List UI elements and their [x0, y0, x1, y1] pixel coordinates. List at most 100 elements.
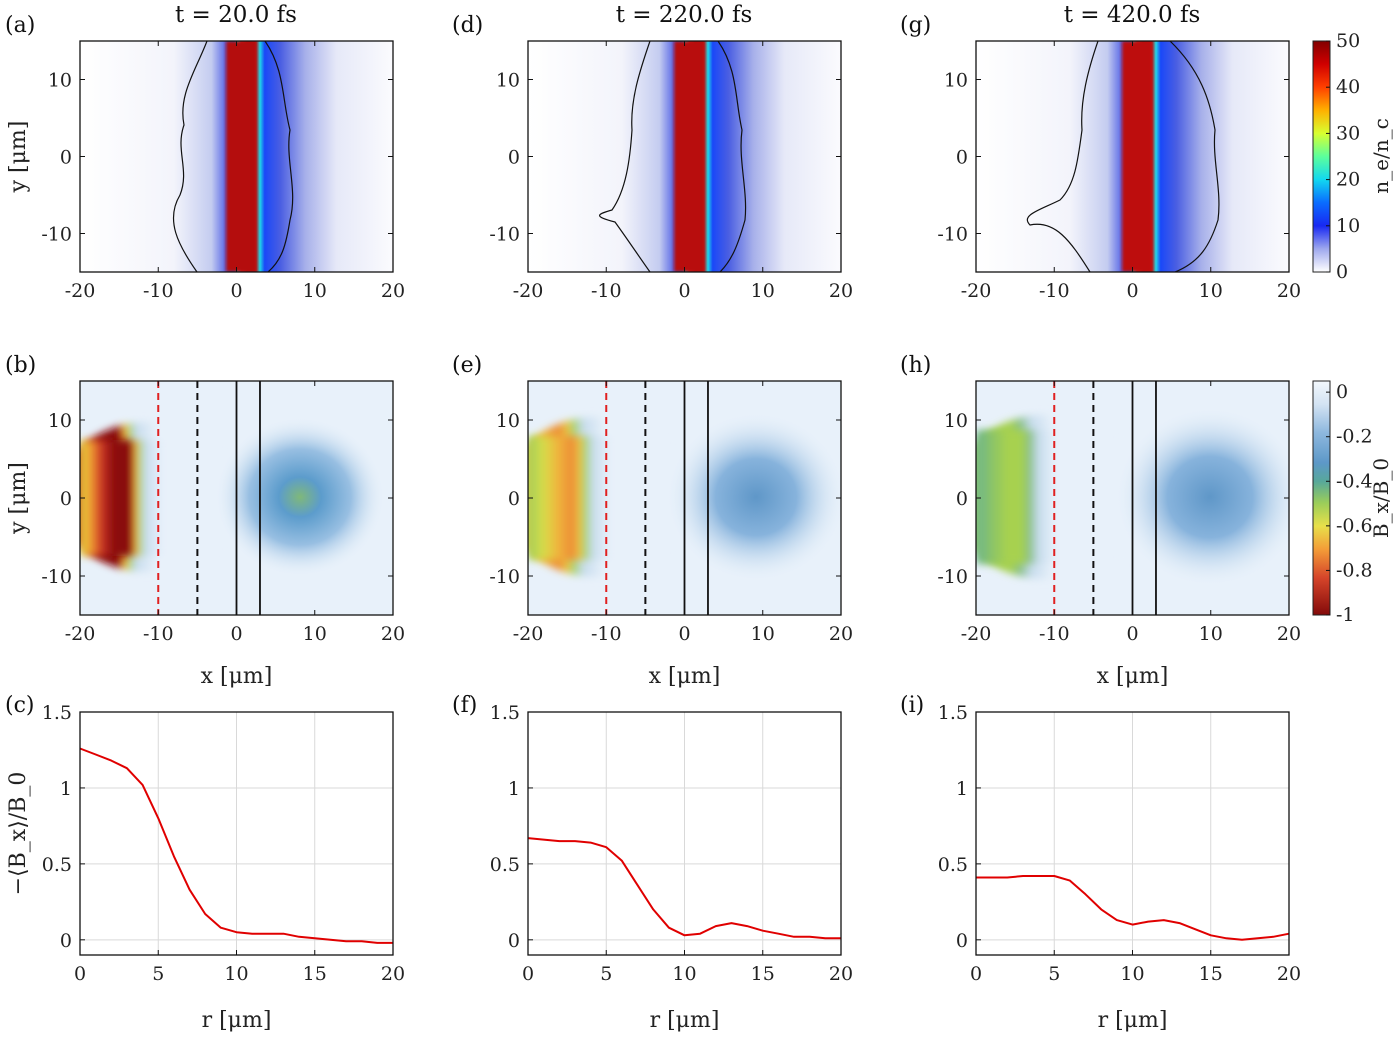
profile-series-line [976, 875, 1290, 941]
y-tick-label: 0 [956, 930, 968, 952]
panel-label-f: (f) [452, 693, 477, 718]
x-tick-label: 10 [751, 280, 775, 302]
density-panel-a [80, 41, 393, 272]
field-core-e [528, 436, 678, 560]
axes-g: -20 -10 0 10 20 10 0 -10 [937, 40, 1301, 302]
field-lobe-b [215, 417, 385, 577]
y-axis-label: −⟨B_x⟩/B_0 [6, 772, 31, 896]
y-tick-label: -10 [489, 566, 520, 588]
x-tick-label: -10 [143, 280, 174, 302]
density-core-a [226, 41, 256, 272]
x-tick-label: -20 [513, 623, 544, 645]
x-tick-label: 10 [303, 280, 327, 302]
x-tick-label: 10 [303, 623, 327, 645]
axes-e: -20 -10 0 10 20 10 0 -10 x [μm] [489, 380, 853, 689]
colorbar-tick-label: 50 [1336, 30, 1360, 52]
y-tick-label: 1 [60, 778, 72, 800]
x-tick-label: 15 [1199, 963, 1223, 985]
y-tick-label: 1.5 [42, 702, 72, 724]
x-tick-label: 20 [829, 963, 853, 985]
x-tick-label: -20 [513, 280, 544, 302]
x-tick-label: 20 [381, 280, 405, 302]
density-core-d [674, 41, 704, 272]
colorbar-tick-label: 0 [1336, 381, 1348, 403]
y-tick-label: -10 [937, 566, 968, 588]
x-tick-label: 5 [600, 963, 612, 985]
x-tick-label: 20 [1277, 280, 1301, 302]
density-contour-left-g [1026, 41, 1099, 272]
axes-a: -20 -10 0 10 20 10 0 -10 y [μm] [6, 40, 405, 302]
x-axis-label: x [μm] [1097, 664, 1169, 689]
y-axis-label: y [μm] [6, 121, 31, 194]
field-core-h [976, 430, 1121, 564]
y-tick-label: 10 [48, 410, 72, 432]
x-tick-label: 5 [1048, 963, 1060, 985]
x-axis-label: r [μm] [202, 1008, 272, 1033]
title-col-1: t = 20.0 fs [175, 2, 297, 28]
colorbar-tick-label: 30 [1336, 122, 1360, 144]
y-tick-label: 0 [956, 147, 968, 169]
x-tick-label: -20 [65, 623, 96, 645]
panel-label-d: (d) [452, 13, 483, 38]
x-tick-label: 20 [829, 280, 853, 302]
profile-series-line [79, 747, 393, 944]
y-tick-label: 0 [60, 488, 72, 510]
colorbar-tick-label: -0.4 [1336, 470, 1373, 492]
x-tick-label: 5 [152, 963, 164, 985]
x-tick-label: -10 [1039, 280, 1070, 302]
axes-b: -20 -10 0 10 20 10 0 -10 y [μm] x [μm] [6, 380, 405, 689]
x-tick-label: 10 [672, 963, 696, 985]
y-tick-label: 0.5 [938, 854, 968, 876]
x-tick-label: 10 [1199, 280, 1223, 302]
y-tick-label: 1.5 [490, 702, 520, 724]
colorbar-field-ticks: 0 -0.2 -0.4 -0.6 -0.8 -1 [1326, 381, 1373, 626]
x-tick-label: -20 [961, 280, 992, 302]
y-tick-label: -10 [41, 566, 72, 588]
x-tick-label: 0 [522, 963, 534, 985]
colorbar-density-ticks: 50 40 30 20 10 0 [1326, 30, 1360, 283]
field-lobe-e [666, 412, 841, 582]
colorbar-tick-label: 40 [1336, 76, 1360, 98]
title-col-3: t = 420.0 fs [1064, 2, 1201, 28]
y-tick-label: 1 [508, 778, 520, 800]
colorbar-field-label: B_x/B_0 [1369, 458, 1393, 538]
x-tick-label: 0 [230, 280, 242, 302]
density-panel-g [976, 41, 1289, 272]
y-tick-label: 10 [48, 70, 72, 92]
x-tick-label: 0 [1126, 623, 1138, 645]
x-tick-label: 10 [751, 623, 775, 645]
x-axis-label: r [μm] [1098, 1008, 1168, 1033]
x-axis-label: x [μm] [649, 664, 721, 689]
x-axis-label: x [μm] [201, 664, 273, 689]
y-tick-label: -10 [41, 224, 72, 246]
field-panel-e [528, 381, 841, 615]
colorbar-density: n_e/n_c 50 40 30 20 10 0 [1312, 30, 1393, 283]
density-contour-right-g [1169, 41, 1220, 272]
colorbar-tick-label: 0 [1336, 261, 1348, 283]
x-tick-label: 20 [381, 963, 405, 985]
x-tick-label: -10 [591, 623, 622, 645]
axes-h: -20 -10 0 10 20 10 0 -10 x [μm] [937, 380, 1301, 689]
y-tick-label: 10 [496, 410, 520, 432]
x-tick-label: 15 [303, 963, 327, 985]
density-contour-right-a [264, 41, 294, 272]
colorbar-tick-label: -0.2 [1336, 426, 1373, 448]
axes-d: -20 -10 0 10 20 10 0 -10 [489, 40, 853, 302]
x-tick-label: 0 [970, 963, 982, 985]
y-tick-label: 0.5 [490, 854, 520, 876]
colorbar-density-bar [1312, 40, 1331, 273]
axes-c: 0 5 10 15 20 0 0.5 1 1.5 −⟨B_x⟩/B_0r [μm] [6, 702, 405, 1033]
colorbar-tick-label: 10 [1336, 215, 1360, 237]
x-tick-label: 0 [1126, 280, 1138, 302]
panel-label-i: (i) [900, 693, 924, 718]
colorbar-density-label: n_e/n_c [1369, 118, 1393, 194]
title-col-2: t = 220.0 fs [616, 2, 753, 28]
y-tick-label: 0.5 [42, 854, 72, 876]
x-tick-label: 10 [1120, 963, 1144, 985]
y-tick-label: -10 [937, 224, 968, 246]
density-core-g [1122, 41, 1152, 272]
panel-label-b: (b) [5, 353, 36, 378]
y-tick-label: 10 [944, 70, 968, 92]
x-tick-label: 20 [829, 623, 853, 645]
